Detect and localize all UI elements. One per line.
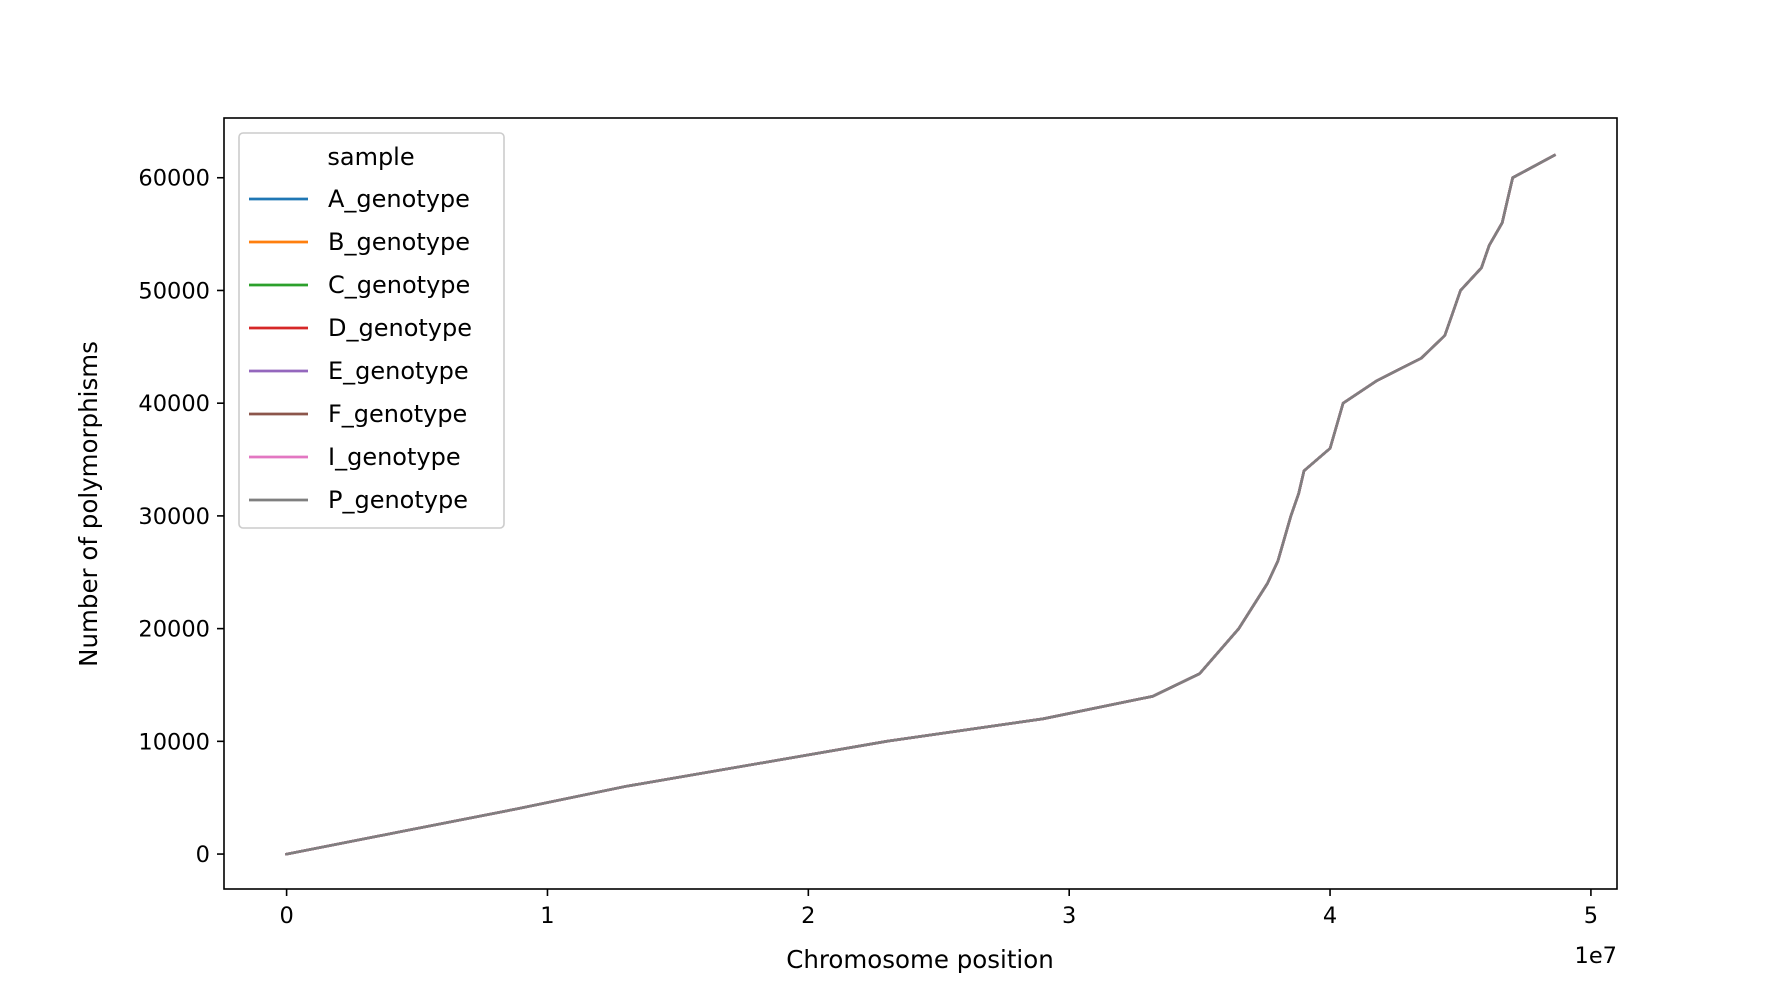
legend-label: D_genotype [328, 314, 472, 342]
x-tick-label: 4 [1323, 903, 1337, 929]
x-tick-label: 3 [1062, 903, 1076, 929]
x-axis-offset-label: 1e7 [1575, 943, 1617, 969]
legend-label: A_genotype [328, 185, 470, 213]
legend-label: C_genotype [328, 271, 470, 299]
y-axis: 0 10000 20000 30000 40000 50000 60000 [138, 166, 224, 868]
x-tick-label: 0 [279, 903, 293, 929]
y-axis-label: Number of polymorphisms [74, 341, 103, 667]
legend-entries: A_genotype B_genotype C_genotype D_genotype… [249, 185, 472, 514]
y-tick-label: 50000 [138, 278, 210, 304]
legend: sample A_genotype B_genotype C_genotype D_g… [238, 132, 505, 529]
y-tick-label: 20000 [138, 617, 210, 643]
legend-box [238, 132, 505, 529]
legend-label: E_genotype [328, 357, 469, 385]
y-tick-label: 60000 [138, 166, 210, 192]
legend-label: F_genotype [328, 400, 467, 428]
y-tick-label: 10000 [138, 729, 210, 755]
y-tick-label: 30000 [138, 504, 210, 530]
legend-label: P_genotype [328, 486, 468, 514]
y-tick-label: 0 [196, 842, 210, 868]
legend-label: B_genotype [328, 228, 470, 256]
x-axis-label: Chromosome position [786, 945, 1054, 974]
legend-title: sample [327, 143, 414, 171]
x-axis: 0 1 2 3 4 5 [279, 889, 1598, 929]
series-layer [285, 153, 1557, 856]
legend-label: I_genotype [328, 443, 461, 471]
series-line-p-genotype [285, 153, 1557, 856]
y-tick-label: 40000 [138, 391, 210, 417]
x-tick-label: 1 [540, 903, 554, 929]
x-tick-label: 2 [801, 903, 815, 929]
x-tick-label: 5 [1584, 903, 1598, 929]
plot-frame [223, 117, 1618, 890]
